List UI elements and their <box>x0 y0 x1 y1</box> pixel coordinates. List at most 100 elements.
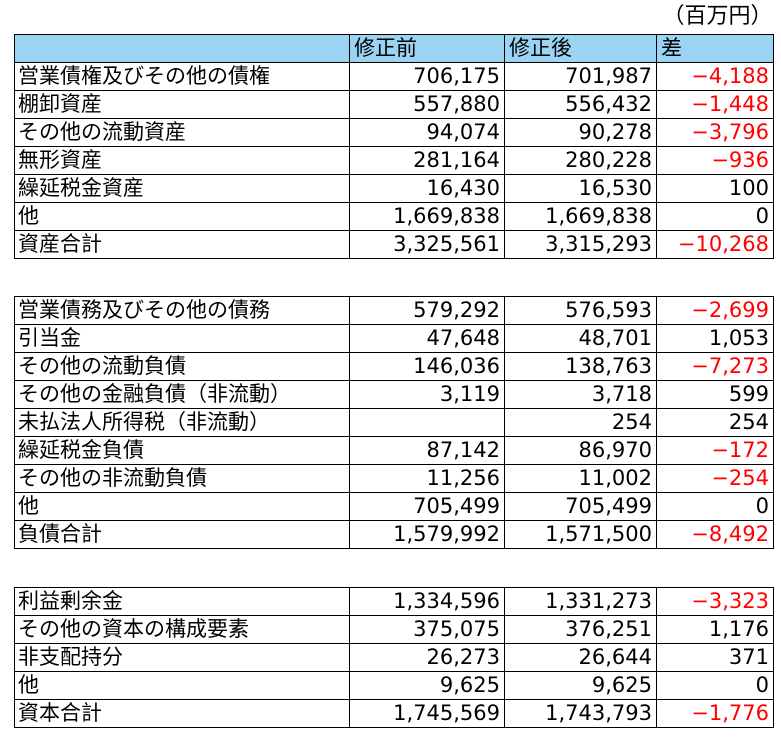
value-after: 48,701 <box>504 324 657 353</box>
row-label: 棚卸資産 <box>14 90 350 119</box>
value-diff: −3,323 <box>656 587 774 616</box>
value-diff: 100 <box>656 174 774 203</box>
value-after: 556,432 <box>504 90 657 119</box>
value-diff: −1,776 <box>656 699 774 728</box>
row-label: 他 <box>14 492 350 521</box>
row-label: その他の非流動負債 <box>14 464 350 493</box>
value-before: 3,119 <box>349 380 505 409</box>
row-label: 未払法人所得税（非流動） <box>14 408 350 437</box>
header-blank <box>14 34 350 63</box>
table-row: 他 705,499 705,499 0 <box>14 492 774 521</box>
table-row: 他 1,669,838 1,669,838 0 <box>14 202 774 231</box>
value-after: 90,278 <box>504 118 657 147</box>
value-before: 375,075 <box>349 615 505 644</box>
value-after: 16,530 <box>504 174 657 203</box>
row-label: その他の流動資産 <box>14 118 350 147</box>
row-label: 負債合計 <box>14 520 350 549</box>
value-before: 9,625 <box>349 671 505 700</box>
value-before: 281,164 <box>349 146 505 175</box>
table-row: 負債合計 1,579,992 1,571,500 −8,492 <box>14 520 774 549</box>
value-diff: −4,188 <box>656 62 774 91</box>
value-before: 87,142 <box>349 436 505 465</box>
value-after: 9,625 <box>504 671 657 700</box>
table-row: 他 9,625 9,625 0 <box>14 671 774 700</box>
value-before: 1,669,838 <box>349 202 505 231</box>
value-after: 576,593 <box>504 296 657 325</box>
value-after: 376,251 <box>504 615 657 644</box>
value-before: 94,074 <box>349 118 505 147</box>
value-diff: 254 <box>656 408 774 437</box>
liabilities-table: 営業債務及びその他の債務 579,292 576,593 −2,699 引当金 47,64… <box>14 296 774 549</box>
value-before: 705,499 <box>349 492 505 521</box>
value-diff: −936 <box>656 146 774 175</box>
row-label: 繰延税金負債 <box>14 436 350 465</box>
table-row: 営業債務及びその他の債務 579,292 576,593 −2,699 <box>14 296 774 325</box>
value-diff: 0 <box>656 492 774 521</box>
value-after: 86,970 <box>504 436 657 465</box>
value-before: 16,430 <box>349 174 505 203</box>
value-after: 1,571,500 <box>504 520 657 549</box>
table-row: その他の非流動負債 11,256 11,002 −254 <box>14 464 774 493</box>
value-diff: 0 <box>656 202 774 231</box>
row-label: 他 <box>14 671 350 700</box>
value-diff: −8,492 <box>656 520 774 549</box>
row-label: 無形資産 <box>14 146 350 175</box>
value-diff: 1,176 <box>656 615 774 644</box>
table-row: 非支配持分 26,273 26,644 371 <box>14 643 774 672</box>
value-after: 138,763 <box>504 352 657 381</box>
value-after: 26,644 <box>504 643 657 672</box>
value-diff: −3,796 <box>656 118 774 147</box>
value-after: 701,987 <box>504 62 657 91</box>
value-before: 146,036 <box>349 352 505 381</box>
header-before: 修正前 <box>349 34 505 63</box>
row-label: その他の資本の構成要素 <box>14 615 350 644</box>
table-row: その他の資本の構成要素 375,075 376,251 1,176 <box>14 615 774 644</box>
table-row: その他の流動資産 94,074 90,278 −3,796 <box>14 118 774 147</box>
row-label: 引当金 <box>14 324 350 353</box>
value-diff: 599 <box>656 380 774 409</box>
value-diff: 371 <box>656 643 774 672</box>
equity-table: 利益剰余金 1,334,596 1,331,273 −3,323 その他の資本の構成要素… <box>14 587 774 728</box>
header-row: 修正前 修正後 差 <box>14 34 774 63</box>
row-label: 営業債務及びその他の債務 <box>14 296 350 325</box>
value-before <box>349 408 505 437</box>
value-before: 1,745,569 <box>349 699 505 728</box>
value-before: 557,880 <box>349 90 505 119</box>
value-diff: 0 <box>656 671 774 700</box>
value-after: 705,499 <box>504 492 657 521</box>
table-row: 営業債権及びその他の債権 706,175 701,987 −4,188 <box>14 62 774 91</box>
row-label: その他の流動負債 <box>14 352 350 381</box>
value-before: 579,292 <box>349 296 505 325</box>
table-row: 無形資産 281,164 280,228 −936 <box>14 146 774 175</box>
value-diff: −2,699 <box>656 296 774 325</box>
value-after: 3,315,293 <box>504 230 657 259</box>
row-label: 資産合計 <box>14 230 350 259</box>
row-label: 利益剰余金 <box>14 587 350 616</box>
value-diff: −254 <box>656 464 774 493</box>
value-diff: −172 <box>656 436 774 465</box>
value-before: 47,648 <box>349 324 505 353</box>
row-label: その他の金融負債（非流動） <box>14 380 350 409</box>
value-after: 11,002 <box>504 464 657 493</box>
value-before: 706,175 <box>349 62 505 91</box>
value-after: 1,669,838 <box>504 202 657 231</box>
value-before: 1,579,992 <box>349 520 505 549</box>
table-row: 棚卸資産 557,880 556,432 −1,448 <box>14 90 774 119</box>
value-after: 1,331,273 <box>504 587 657 616</box>
table-row: 未払法人所得税（非流動） 254 254 <box>14 408 774 437</box>
table-row: その他の流動負債 146,036 138,763 −7,273 <box>14 352 774 381</box>
assets-table: 修正前 修正後 差 営業債権及びその他の債権 706,175 701,987 −4,1… <box>14 34 774 259</box>
table-row: 繰延税金資産 16,430 16,530 100 <box>14 174 774 203</box>
table-row: 引当金 47,648 48,701 1,053 <box>14 324 774 353</box>
table-row: その他の金融負債（非流動） 3,119 3,718 599 <box>14 380 774 409</box>
table-row: 資産合計 3,325,561 3,315,293 −10,268 <box>14 230 774 259</box>
table-row: 繰延税金負債 87,142 86,970 −172 <box>14 436 774 465</box>
value-after: 3,718 <box>504 380 657 409</box>
row-label: 営業債権及びその他の債権 <box>14 62 350 91</box>
value-before: 11,256 <box>349 464 505 493</box>
row-label: 資本合計 <box>14 699 350 728</box>
table-row: 資本合計 1,745,569 1,743,793 −1,776 <box>14 699 774 728</box>
value-after: 280,228 <box>504 146 657 175</box>
header-diff: 差 <box>656 34 774 63</box>
